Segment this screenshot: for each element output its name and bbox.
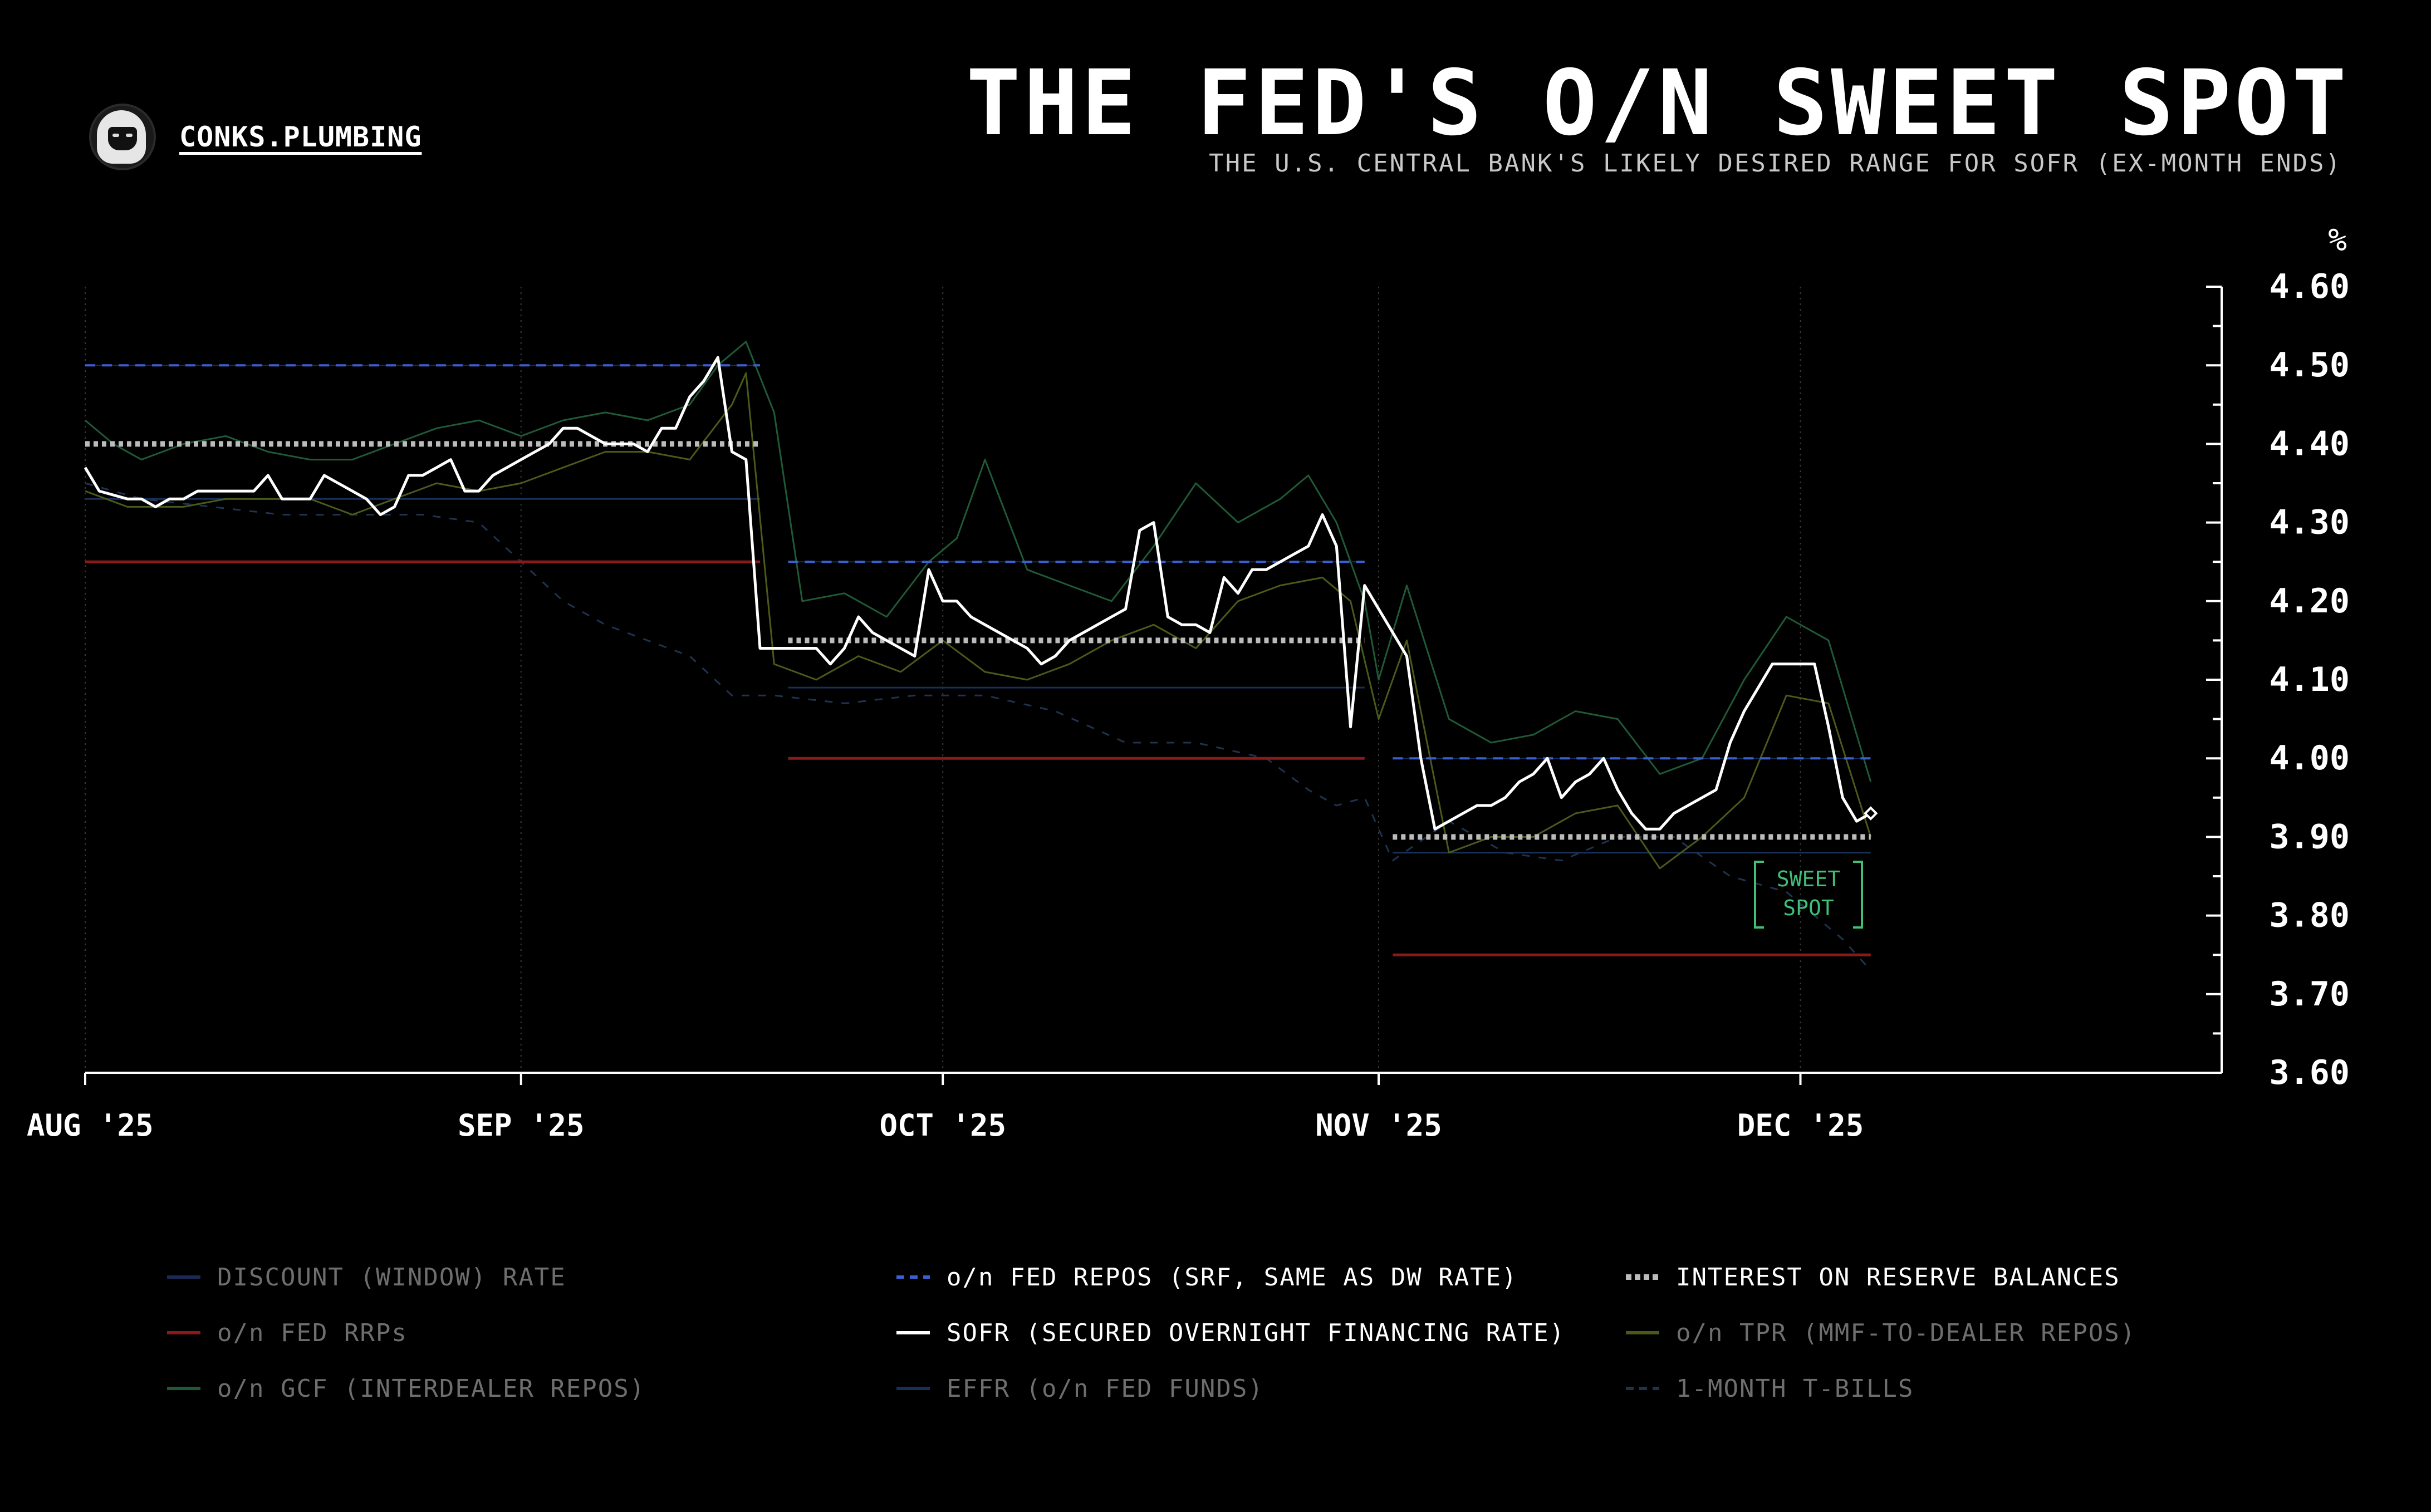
chart-subtitle: THE U.S. CENTRAL BANK'S LIKELY DESIRED R… [1209, 149, 2342, 178]
legend-item-iorb: INTEREST ON RESERVE BALANCES [1626, 1263, 2283, 1292]
y-tick-label: 3.90 [2270, 817, 2350, 856]
legend-item-tbills: 1-MONTH T-BILLS [1626, 1374, 2283, 1403]
y-axis-unit: % [2328, 222, 2347, 258]
y-tick-label: 4.60 [2270, 267, 2350, 306]
y-tick-label: 4.10 [2270, 660, 2350, 699]
legend-swatch [167, 1387, 200, 1390]
legend-item-discount: DISCOUNT (WINDOW) RATE [167, 1263, 896, 1292]
sweet-spot-bracket-right [1853, 861, 1863, 929]
legend: DISCOUNT (WINDOW) RATE o/n FED REPOS (SRF… [167, 1263, 2283, 1403]
series-line-sofr [84, 356, 1872, 831]
series-line-tpr [85, 372, 1872, 870]
sofr-last-point-marker [1864, 806, 1878, 821]
legend-swatch [896, 1331, 930, 1334]
legend-swatch [167, 1331, 200, 1334]
series-effr [85, 498, 1871, 854]
legend-item-gcf: o/n GCF (INTERDEALER REPOS) [167, 1374, 896, 1403]
series-tpr [85, 372, 1872, 870]
y-tick-label: 3.80 [2270, 896, 2350, 935]
legend-item-tpr: o/n TPR (MMF-TO-DEALER REPOS) [1626, 1318, 2283, 1347]
series-sofr [84, 356, 1878, 831]
legend-label: o/n TPR (MMF-TO-DEALER REPOS) [1676, 1318, 2136, 1347]
y-tick-label: 3.60 [2270, 1053, 2350, 1092]
brand[interactable]: CONKS.PLUMBING [89, 104, 421, 170]
legend-item-rrp: o/n FED RRPs [167, 1318, 896, 1347]
series-srf [85, 364, 1871, 760]
y-tick-label: 4.00 [2270, 739, 2350, 778]
series-tbills [85, 482, 1871, 971]
legend-label: EFFR (o/n FED FUNDS) [947, 1374, 1264, 1403]
legend-swatch [1626, 1274, 1659, 1280]
legend-swatch [167, 1275, 200, 1279]
avatar [89, 104, 156, 170]
legend-swatch [896, 1275, 930, 1279]
legend-label: o/n GCF (INTERDEALER REPOS) [217, 1374, 646, 1403]
legend-swatch [1626, 1387, 1659, 1390]
legend-label: o/n FED REPOS (SRF, SAME AS DW RATE) [947, 1263, 1518, 1292]
legend-item-srf: o/n FED REPOS (SRF, SAME AS DW RATE) [896, 1263, 1626, 1292]
legend-label: INTEREST ON RESERVE BALANCES [1676, 1263, 2120, 1292]
series-rrp [85, 560, 1871, 956]
legend-label: 1-MONTH T-BILLS [1676, 1374, 1914, 1403]
series-line-tbills [85, 482, 1871, 971]
sweet-spot-label: SWEET [1777, 867, 1840, 891]
series-iorb [85, 441, 1871, 840]
chart-title: THE FED'S O/N SWEET SPOT [966, 51, 2350, 156]
x-tick-label: DEC '25 [1737, 1108, 1864, 1143]
legend-swatch [1626, 1331, 1659, 1334]
legend-label: DISCOUNT (WINDOW) RATE [217, 1263, 566, 1292]
brand-link[interactable]: CONKS.PLUMBING [179, 121, 422, 153]
x-tick-label: SEP '25 [458, 1108, 585, 1143]
legend-label: o/n FED RRPs [217, 1318, 408, 1347]
y-tick-label: 4.30 [2270, 503, 2350, 542]
y-tick-label: 4.40 [2270, 424, 2350, 463]
legend-item-sofr: SOFR (SECURED OVERNIGHT FINANCING RATE) [896, 1318, 1626, 1347]
y-tick-label: 3.70 [2270, 975, 2350, 1014]
x-tick-label: AUG '25 [27, 1108, 154, 1143]
x-tick-label: OCT '25 [879, 1108, 1006, 1143]
sweet-spot-label: SPOT [1783, 896, 1834, 920]
legend-swatch [896, 1387, 930, 1390]
y-tick-label: 4.20 [2270, 582, 2350, 621]
legend-item-effr: EFFR (o/n FED FUNDS) [896, 1374, 1626, 1403]
sweet-spot-bracket-left [1754, 861, 1764, 929]
legend-label: SOFR (SECURED OVERNIGHT FINANCING RATE) [947, 1318, 1566, 1347]
x-tick-label: NOV '25 [1315, 1108, 1442, 1143]
y-tick-label: 4.50 [2270, 346, 2350, 385]
